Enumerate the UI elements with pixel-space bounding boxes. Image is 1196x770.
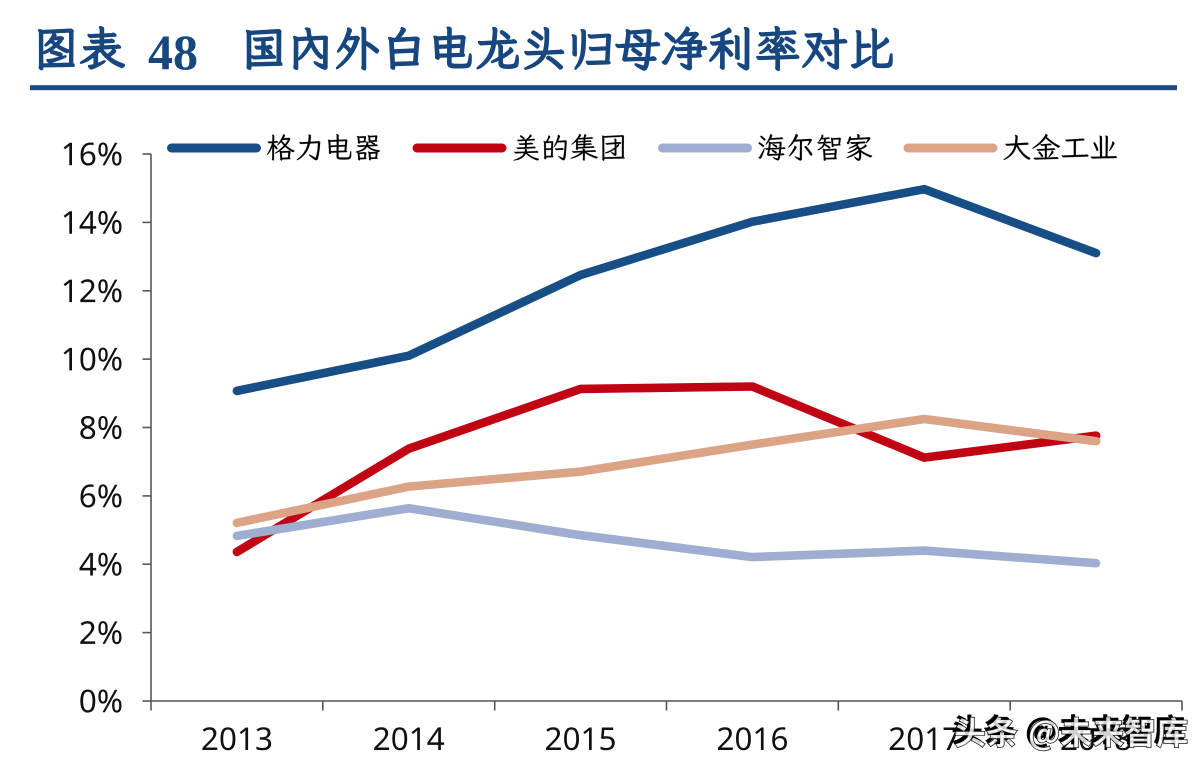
svg-text:48: 48	[148, 24, 198, 80]
